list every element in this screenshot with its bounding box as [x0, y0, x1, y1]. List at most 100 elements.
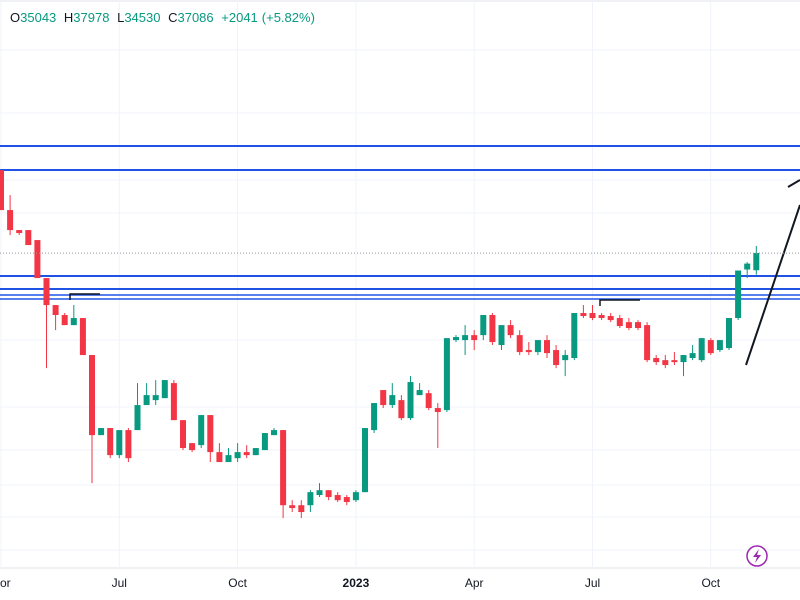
candle-body	[380, 390, 387, 406]
candle-body	[225, 455, 232, 463]
close-value: 37086	[177, 10, 214, 25]
close-label: C	[168, 10, 178, 25]
candle-body	[480, 315, 487, 336]
candle-body	[544, 340, 550, 354]
candle-body	[98, 428, 105, 436]
candle-body	[598, 315, 605, 319]
candle-body	[180, 420, 186, 449]
candle-body	[507, 325, 514, 336]
candle-body	[207, 415, 214, 453]
candle-body	[625, 322, 632, 329]
candle-body	[43, 278, 50, 306]
candle-body	[425, 393, 432, 409]
change-pct: (+5.82%)	[261, 10, 315, 25]
ohlc-header: O35043 H37978 L34530 C37086 +2041 (+5.82%…	[10, 10, 319, 25]
candles	[0, 170, 800, 519]
candle-body	[325, 490, 332, 498]
trend-line	[745, 204, 800, 366]
icon-bolt[interactable]	[753, 549, 761, 563]
candle-body	[343, 497, 350, 503]
candle-body	[189, 443, 196, 451]
candle-body	[89, 355, 95, 436]
candle-body	[571, 313, 578, 359]
candle-body	[607, 316, 614, 321]
candle-body	[25, 230, 32, 246]
black-drawings	[69, 179, 800, 366]
candle-body	[726, 318, 732, 349]
candle-body	[371, 403, 378, 431]
high-marker	[599, 299, 640, 306]
candle-body	[753, 253, 760, 271]
candle-body	[716, 340, 723, 351]
candle-body	[498, 325, 505, 346]
candle-body	[516, 335, 523, 353]
low-label: L	[117, 10, 125, 25]
candle-body	[271, 430, 277, 436]
candle-body	[416, 390, 423, 396]
candle-body	[389, 395, 396, 406]
candle-body	[307, 492, 314, 506]
candle-body	[243, 452, 250, 456]
candle-body	[443, 338, 450, 411]
x-tick-label: 2023	[343, 576, 370, 590]
alert-icon[interactable]	[746, 545, 768, 567]
candle-body	[198, 415, 205, 446]
candle-body	[462, 335, 469, 341]
candle-body	[662, 360, 669, 366]
low-value: 34530	[124, 10, 161, 25]
candle-body	[653, 358, 660, 363]
open-value: 35043	[20, 10, 57, 25]
candle-body	[744, 263, 751, 270]
candle-body	[453, 337, 459, 341]
candle-body	[16, 230, 23, 234]
open-label: O	[10, 10, 21, 25]
high-value: 37978	[73, 10, 110, 25]
candle-body	[644, 325, 651, 361]
candle-body	[316, 490, 323, 496]
candle-body	[680, 355, 687, 363]
candle-body	[125, 430, 132, 459]
candle-body	[534, 340, 541, 353]
candle-body	[152, 395, 159, 401]
x-tick-label: Oct	[228, 576, 247, 590]
x-tick-label: Oct	[701, 576, 720, 590]
candle-body	[234, 452, 241, 459]
candle-body	[735, 270, 742, 319]
x-tick-label: or	[0, 576, 11, 590]
drawings	[0, 145, 800, 300]
x-tick-label: Jul	[112, 576, 127, 590]
candle-body	[434, 408, 441, 413]
candle-body	[562, 355, 569, 361]
change-value: +2041	[221, 10, 258, 25]
candle-body	[79, 318, 86, 356]
candle-body	[407, 382, 414, 419]
x-tick-label: Apr	[465, 576, 484, 590]
candle-body	[107, 428, 114, 456]
candle-body	[216, 452, 223, 463]
x-tick-label: Jul	[585, 576, 600, 590]
candle-body	[143, 395, 150, 406]
candle-body	[362, 428, 368, 493]
candle-body	[289, 505, 296, 509]
candle-body	[0, 170, 4, 211]
trend-line	[787, 179, 800, 188]
candle-body	[280, 430, 287, 506]
candle-body	[134, 405, 141, 431]
candle-body	[689, 353, 696, 359]
high-label: H	[63, 10, 74, 25]
candle-body	[170, 383, 177, 421]
candle-body	[352, 492, 359, 501]
h-grid	[0, 49, 800, 551]
candle-body	[161, 380, 168, 399]
candle-body	[707, 340, 714, 354]
v-grid	[0, 0, 712, 568]
candle-body	[116, 430, 123, 456]
candle-body	[525, 350, 532, 353]
candle-body	[398, 400, 405, 419]
candle-body	[334, 495, 341, 501]
candle-body	[698, 338, 705, 361]
candle-body	[589, 313, 596, 319]
candle-body	[471, 335, 478, 341]
